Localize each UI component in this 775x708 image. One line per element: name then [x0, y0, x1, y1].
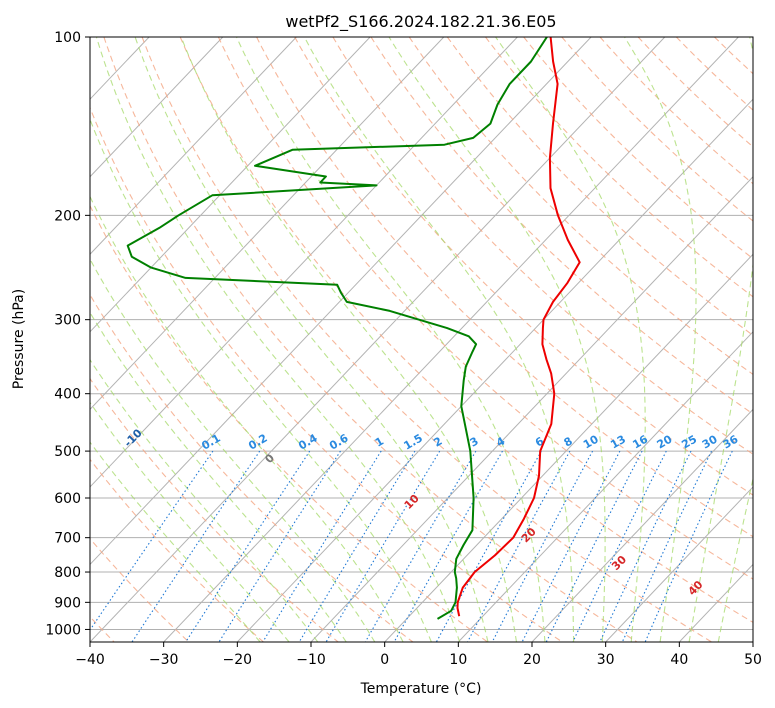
moist-adiabat-line [303, 37, 575, 642]
dry-adiabat-line [90, 377, 339, 642]
dry-adiabat-line [90, 293, 414, 642]
dry-adiabat-line [103, 37, 638, 642]
moist-adiabat-line [90, 195, 404, 642]
x-tick-label: 0 [380, 652, 389, 668]
mixing-ratio-line [572, 450, 667, 642]
mixing-ratio-line [599, 450, 692, 642]
chart-title: wetPf2_S166.2024.182.21.36.E05 [285, 12, 556, 32]
moist-adiabat-line [688, 37, 753, 642]
dry-adiabat-line [179, 37, 753, 623]
y-tick-label: 100 [54, 30, 81, 46]
dewpoint-line [126, 37, 548, 620]
temperature-line [456, 37, 581, 617]
isotherm-line [163, 37, 739, 642]
x-axis-label: Temperature (°C) [360, 681, 482, 697]
dry-adiabat-line [485, 37, 753, 298]
dry-adiabat-line [523, 37, 753, 260]
moist-adiabat-line [90, 311, 347, 642]
isotherm-line [90, 37, 297, 256]
mixing-ratio-line [90, 450, 214, 631]
background-lines [90, 37, 753, 642]
mixing-ratio-line [467, 450, 571, 642]
x-tick-label: 50 [744, 652, 762, 668]
mixing-ratio-line [644, 450, 733, 642]
moist-adiabat-line [134, 37, 489, 642]
y-axis-label: Pressure (hPa) [11, 289, 27, 389]
y-tick-label: 700 [54, 531, 81, 547]
moist-adiabat-line [388, 37, 606, 642]
dry-adiabat-line [332, 37, 753, 455]
y-tick-label: 300 [54, 313, 81, 329]
moist-adiabat-line [717, 476, 753, 642]
mixing-ratio-line [621, 450, 712, 642]
moist-adiabat-line [624, 37, 697, 642]
x-tick-label: 40 [670, 652, 688, 668]
y-tick-label: 200 [54, 208, 81, 224]
mixing-ratio-line [298, 450, 416, 642]
moist-adiabat-line [180, 37, 518, 642]
x-tick-label: −10 [296, 652, 326, 668]
dry-adiabat-line [90, 106, 563, 642]
isotherm-line [90, 37, 592, 566]
series-layer [126, 37, 581, 620]
plot-frame [89, 36, 754, 643]
dry-adiabat-line [637, 37, 753, 148]
isotherm-line [531, 408, 753, 642]
x-tick-label: −20 [223, 652, 253, 668]
mixing-ratio-line [545, 450, 643, 642]
isotherm-line [90, 37, 445, 411]
isotherm-line [384, 253, 753, 642]
dry-adiabat-line [256, 37, 753, 538]
mixing-ratio-line [521, 450, 621, 642]
dry-adiabat-line [90, 204, 488, 642]
dry-adiabat-line [141, 37, 712, 642]
moist-adiabat-line [90, 258, 376, 642]
dry-adiabat-line [599, 37, 753, 185]
mixing-ratio-line [131, 450, 261, 642]
dry-adiabat-line [217, 37, 753, 580]
y-tick-label: 800 [54, 565, 81, 581]
x-tick-label: 10 [449, 652, 467, 668]
dry-adiabat-line [370, 37, 753, 415]
x-tick-label: −30 [149, 652, 179, 668]
dry-adiabat-line [294, 37, 753, 496]
y-tick-label: 1000 [45, 622, 81, 638]
x-tick-label: −40 [75, 652, 105, 668]
axis-ticks: −40 −30 −20 −10 0 10 20 30 40 50 100 200 300 400 500 60… [45, 30, 762, 668]
dry-adiabat-line [408, 37, 753, 376]
isotherm-line [605, 486, 753, 642]
isotherm-line [90, 37, 371, 333]
isotherm-line [90, 37, 224, 178]
mixing-ratio-line [491, 450, 594, 642]
isotherm-line [90, 37, 666, 642]
mixing-ratio-line [435, 450, 542, 642]
x-tick-label: 20 [523, 652, 541, 668]
y-tick-label: 500 [54, 444, 81, 460]
mixing-ratio-line [393, 450, 503, 642]
y-tick-label: 600 [54, 491, 81, 507]
moist-adiabat-line [90, 441, 261, 642]
isotherm-line [457, 331, 753, 642]
dry-adiabat-line [90, 458, 264, 642]
dry-adiabat-line [446, 37, 753, 336]
isotherm-line [236, 98, 753, 642]
isotherm-line [90, 37, 518, 488]
y-tick-label: 900 [54, 595, 81, 611]
moist-adiabat-line [495, 37, 646, 642]
y-tick-label: 400 [54, 387, 81, 403]
moist-adiabat-line [236, 37, 546, 642]
mixing-ratio-line [262, 450, 382, 642]
x-tick-label: 30 [597, 652, 615, 668]
